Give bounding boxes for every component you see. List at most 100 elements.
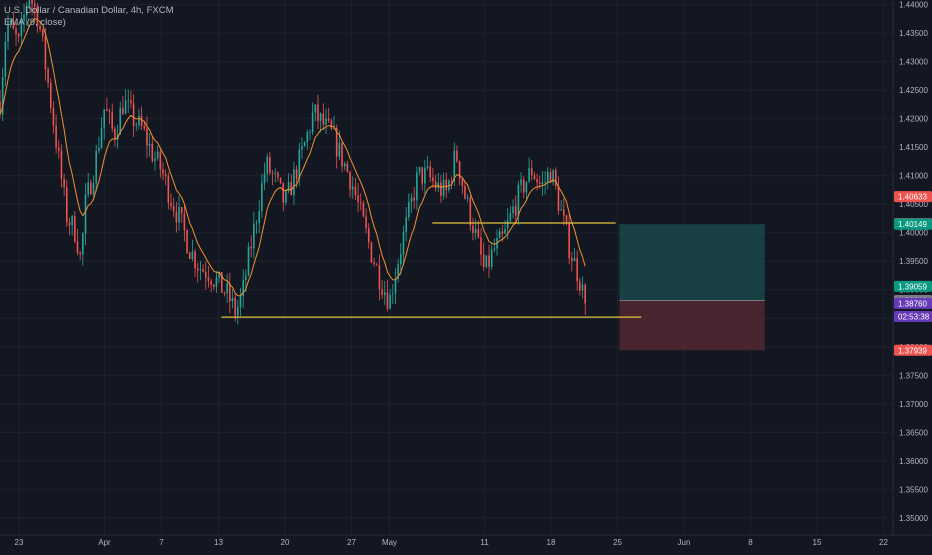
candle[interactable] bbox=[474, 228, 477, 234]
candle[interactable] bbox=[7, 23, 9, 42]
candle[interactable] bbox=[362, 202, 365, 217]
candle[interactable] bbox=[82, 233, 84, 255]
candle[interactable] bbox=[210, 281, 212, 285]
candle[interactable] bbox=[196, 268, 199, 271]
candle[interactable] bbox=[327, 118, 330, 121]
candle[interactable] bbox=[413, 197, 415, 201]
candle[interactable] bbox=[557, 185, 560, 211]
candle[interactable] bbox=[351, 186, 354, 190]
candle[interactable] bbox=[66, 187, 68, 223]
candle[interactable] bbox=[266, 156, 269, 174]
candle[interactable] bbox=[4, 41, 7, 77]
candle[interactable] bbox=[250, 246, 252, 249]
candle[interactable] bbox=[271, 172, 274, 174]
candle[interactable] bbox=[111, 112, 114, 129]
candle[interactable] bbox=[103, 109, 106, 129]
candle[interactable] bbox=[33, 3, 36, 7]
candle[interactable] bbox=[49, 82, 52, 108]
price-tag[interactable] bbox=[894, 344, 932, 356]
candle[interactable] bbox=[565, 215, 568, 224]
candle[interactable] bbox=[159, 151, 162, 170]
candle[interactable] bbox=[263, 173, 266, 184]
candle[interactable] bbox=[410, 197, 413, 203]
candle[interactable] bbox=[55, 125, 57, 148]
candle[interactable] bbox=[485, 255, 488, 268]
candle[interactable] bbox=[71, 216, 73, 226]
price-axis[interactable] bbox=[893, 0, 932, 550]
candle[interactable] bbox=[394, 278, 397, 294]
candle[interactable] bbox=[375, 264, 378, 266]
candle[interactable] bbox=[522, 179, 525, 193]
candle[interactable] bbox=[335, 127, 338, 157]
candle[interactable] bbox=[130, 100, 132, 104]
candle[interactable] bbox=[57, 147, 60, 151]
candle[interactable] bbox=[212, 284, 215, 287]
candle[interactable] bbox=[544, 181, 546, 183]
candle[interactable] bbox=[154, 158, 156, 162]
candle[interactable] bbox=[509, 213, 512, 221]
candle[interactable] bbox=[346, 163, 349, 172]
candle[interactable] bbox=[469, 197, 472, 226]
candle[interactable] bbox=[472, 225, 474, 234]
candle[interactable] bbox=[421, 167, 424, 184]
symbol-title[interactable]: U.S. Dollar / Canadian Dollar, 4h, FXCM bbox=[4, 5, 174, 16]
candle[interactable] bbox=[274, 172, 277, 174]
candle[interactable] bbox=[92, 183, 95, 195]
candle[interactable] bbox=[17, 34, 20, 37]
candle[interactable] bbox=[23, 15, 25, 21]
candle[interactable] bbox=[119, 107, 122, 135]
candle[interactable] bbox=[501, 231, 504, 234]
candle[interactable] bbox=[528, 168, 530, 182]
candle[interactable] bbox=[223, 292, 226, 294]
candle[interactable] bbox=[9, 21, 12, 24]
candle[interactable] bbox=[255, 222, 258, 224]
candle[interactable] bbox=[453, 150, 456, 182]
candle[interactable] bbox=[194, 251, 196, 269]
candle[interactable] bbox=[258, 211, 260, 223]
candle[interactable] bbox=[311, 112, 314, 133]
candle[interactable] bbox=[357, 195, 359, 203]
candle[interactable] bbox=[365, 216, 367, 229]
candle[interactable] bbox=[277, 172, 279, 178]
candle[interactable] bbox=[220, 272, 223, 293]
candle[interactable] bbox=[402, 232, 405, 255]
candle[interactable] bbox=[191, 251, 194, 260]
candle[interactable] bbox=[132, 103, 135, 126]
price-tag[interactable] bbox=[894, 280, 932, 292]
candle[interactable] bbox=[167, 175, 170, 203]
candle[interactable] bbox=[581, 284, 584, 291]
candle[interactable] bbox=[525, 181, 528, 193]
candle[interactable] bbox=[242, 280, 244, 296]
candle[interactable] bbox=[514, 206, 517, 216]
candle[interactable] bbox=[269, 156, 271, 173]
candle[interactable] bbox=[498, 231, 501, 239]
candle[interactable] bbox=[576, 258, 578, 282]
candle[interactable] bbox=[247, 246, 250, 276]
loss-zone[interactable] bbox=[619, 300, 765, 351]
candle[interactable] bbox=[386, 292, 389, 309]
candle[interactable] bbox=[405, 217, 407, 233]
candle[interactable] bbox=[186, 230, 188, 253]
candle[interactable] bbox=[426, 166, 429, 168]
candle[interactable] bbox=[287, 181, 290, 192]
candle[interactable] bbox=[568, 223, 570, 259]
candle[interactable] bbox=[418, 167, 421, 173]
candle[interactable] bbox=[560, 209, 562, 211]
candle[interactable] bbox=[15, 28, 17, 35]
candle[interactable] bbox=[226, 283, 228, 294]
candle[interactable] bbox=[76, 241, 79, 253]
candle[interactable] bbox=[322, 113, 325, 125]
candle[interactable] bbox=[39, 25, 41, 30]
candle[interactable] bbox=[87, 182, 89, 195]
candle[interactable] bbox=[434, 181, 437, 189]
candle[interactable] bbox=[429, 166, 432, 178]
candle[interactable] bbox=[381, 289, 383, 296]
candle[interactable] bbox=[140, 115, 143, 126]
candle[interactable] bbox=[47, 69, 49, 83]
candle[interactable] bbox=[239, 295, 242, 307]
candle[interactable] bbox=[333, 127, 335, 129]
candle[interactable] bbox=[215, 277, 218, 287]
candle[interactable] bbox=[164, 173, 167, 176]
candle[interactable] bbox=[546, 171, 549, 182]
